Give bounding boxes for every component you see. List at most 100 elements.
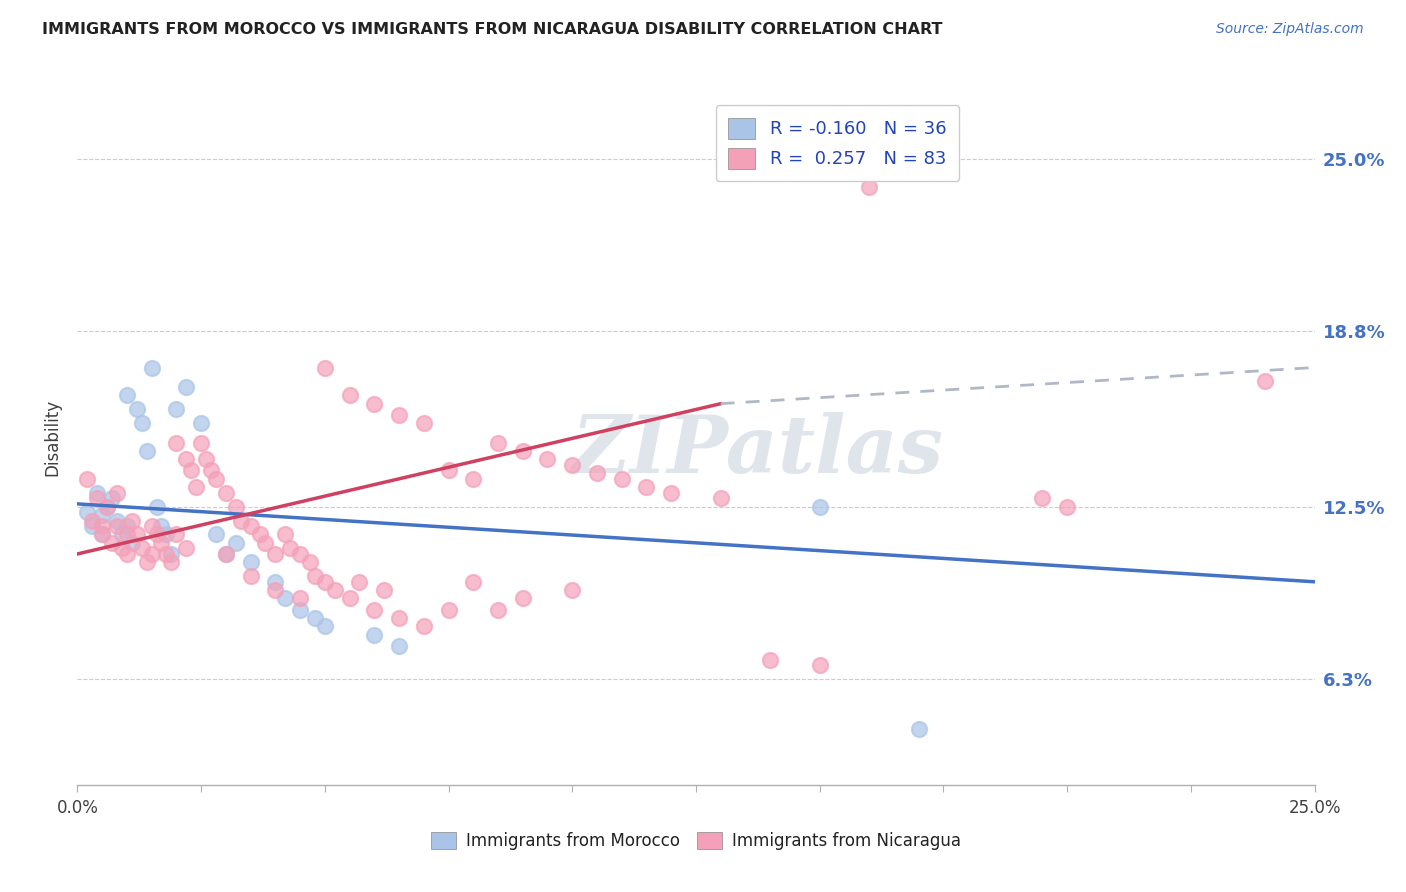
Point bbox=[561, 583, 583, 598]
Point bbox=[239, 519, 262, 533]
Point bbox=[150, 519, 173, 533]
Point bbox=[610, 472, 633, 486]
Point bbox=[121, 514, 143, 528]
Point bbox=[388, 611, 411, 625]
Point bbox=[131, 541, 153, 556]
Point bbox=[239, 569, 262, 583]
Point bbox=[412, 619, 434, 633]
Point bbox=[145, 527, 167, 541]
Point bbox=[759, 653, 782, 667]
Point bbox=[388, 639, 411, 653]
Point bbox=[165, 435, 187, 450]
Point bbox=[278, 541, 301, 556]
Point bbox=[135, 444, 157, 458]
Point bbox=[190, 416, 212, 430]
Point bbox=[1031, 491, 1053, 506]
Point bbox=[180, 463, 202, 477]
Point bbox=[96, 500, 118, 514]
Point bbox=[225, 536, 247, 550]
Point bbox=[174, 380, 197, 394]
Point bbox=[174, 541, 197, 556]
Point bbox=[76, 505, 98, 519]
Point bbox=[76, 472, 98, 486]
Point bbox=[190, 435, 212, 450]
Point bbox=[111, 527, 134, 541]
Point bbox=[150, 536, 173, 550]
Point bbox=[135, 555, 157, 569]
Point bbox=[105, 519, 128, 533]
Point bbox=[264, 583, 287, 598]
Point bbox=[141, 360, 163, 375]
Point bbox=[115, 547, 138, 561]
Point bbox=[264, 547, 287, 561]
Point bbox=[288, 602, 311, 616]
Point bbox=[1056, 500, 1078, 514]
Point bbox=[239, 555, 262, 569]
Point bbox=[111, 541, 134, 556]
Point bbox=[512, 444, 534, 458]
Point bbox=[858, 179, 880, 194]
Point bbox=[388, 408, 411, 422]
Point bbox=[195, 452, 218, 467]
Point bbox=[304, 611, 326, 625]
Point bbox=[808, 658, 831, 673]
Point bbox=[710, 491, 733, 506]
Point bbox=[205, 472, 228, 486]
Point bbox=[91, 508, 114, 522]
Point bbox=[131, 416, 153, 430]
Point bbox=[1254, 375, 1277, 389]
Point bbox=[215, 485, 238, 500]
Point bbox=[141, 519, 163, 533]
Point bbox=[86, 485, 108, 500]
Point bbox=[229, 514, 252, 528]
Point bbox=[254, 536, 277, 550]
Point bbox=[200, 463, 222, 477]
Point bbox=[105, 485, 128, 500]
Point bbox=[808, 500, 831, 514]
Point bbox=[907, 723, 929, 737]
Point bbox=[323, 583, 346, 598]
Point bbox=[160, 555, 183, 569]
Point bbox=[274, 527, 297, 541]
Point bbox=[486, 602, 509, 616]
Point bbox=[125, 402, 148, 417]
Point bbox=[115, 388, 138, 402]
Point bbox=[125, 527, 148, 541]
Point bbox=[86, 491, 108, 506]
Point bbox=[512, 591, 534, 606]
Point bbox=[82, 514, 104, 528]
Point bbox=[314, 574, 336, 589]
Point bbox=[288, 547, 311, 561]
Point bbox=[174, 452, 197, 467]
Point bbox=[141, 547, 163, 561]
Point bbox=[363, 602, 385, 616]
Text: IMMIGRANTS FROM MOROCCO VS IMMIGRANTS FROM NICARAGUA DISABILITY CORRELATION CHAR: IMMIGRANTS FROM MOROCCO VS IMMIGRANTS FR… bbox=[42, 22, 942, 37]
Point bbox=[463, 472, 485, 486]
Point bbox=[215, 547, 238, 561]
Point bbox=[215, 547, 238, 561]
Point bbox=[184, 480, 207, 494]
Point bbox=[586, 467, 609, 481]
Text: ZIPatlas: ZIPatlas bbox=[572, 412, 943, 490]
Point bbox=[437, 463, 460, 477]
Point bbox=[264, 574, 287, 589]
Point bbox=[115, 527, 138, 541]
Point bbox=[304, 569, 326, 583]
Point bbox=[91, 527, 114, 541]
Point bbox=[412, 416, 434, 430]
Point bbox=[463, 574, 485, 589]
Point bbox=[288, 591, 311, 606]
Point bbox=[249, 527, 271, 541]
Point bbox=[373, 583, 395, 598]
Point bbox=[91, 519, 114, 533]
Point bbox=[155, 547, 177, 561]
Point bbox=[437, 602, 460, 616]
Point bbox=[205, 527, 228, 541]
Point bbox=[339, 388, 361, 402]
Point bbox=[349, 574, 371, 589]
Point bbox=[101, 536, 124, 550]
Point bbox=[82, 519, 104, 533]
Point bbox=[314, 360, 336, 375]
Point bbox=[115, 519, 138, 533]
Point bbox=[363, 628, 385, 642]
